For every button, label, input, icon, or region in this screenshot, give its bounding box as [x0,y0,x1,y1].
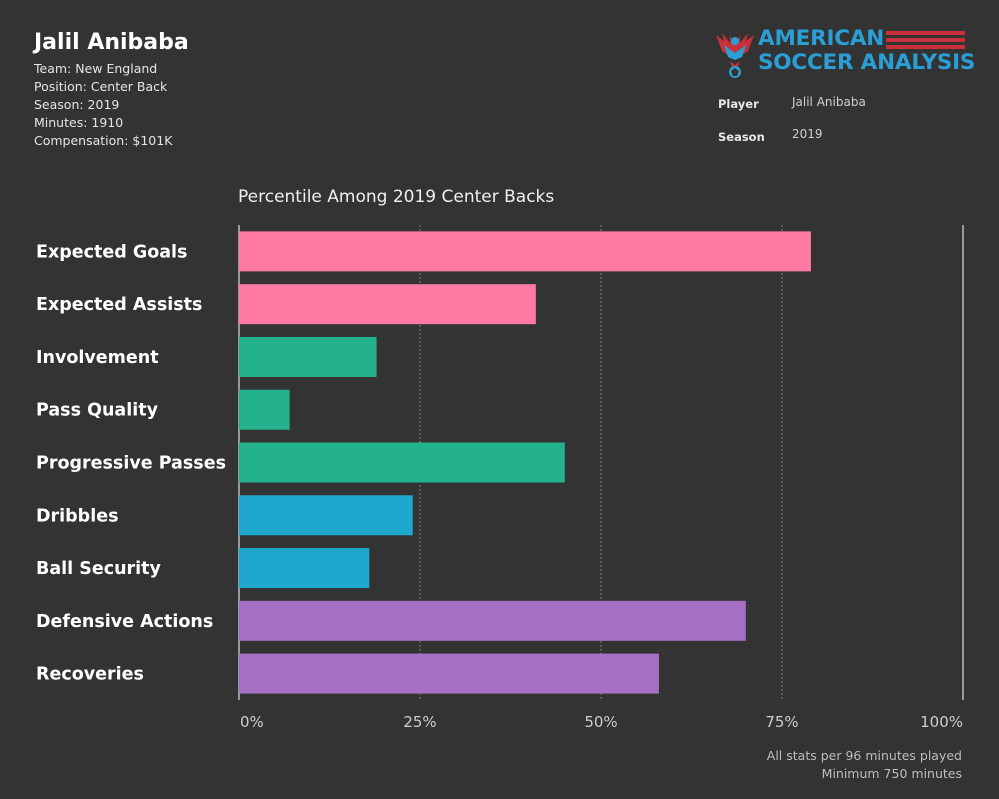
category-label: Dribbles [36,506,119,526]
stripes-icon [886,31,965,49]
footnote-line-2: Minimum 750 minutes [821,766,962,781]
season-info: Season: 2019 [34,97,120,112]
logo-wordmark: AMERICAN SOCCER ANALYSIS [758,27,975,75]
category-label: Expected Goals [36,242,187,262]
bar [239,231,811,272]
x-tick-label: 50% [584,713,617,731]
position-info: Position: Center Back [34,79,168,94]
category-label: Ball Security [36,559,162,579]
bar [239,653,659,694]
category-label: Progressive Passes [36,454,226,474]
bar [239,600,746,641]
bar [239,284,536,325]
x-tick-label: 25% [403,713,436,731]
player-info: Team: New England Position: Center Back … [34,60,172,150]
asa-logo: AMERICAN SOCCER ANALYSIS [714,27,975,79]
eagle-icon [716,33,754,78]
season-filter-value[interactable]: 2019 [792,127,823,141]
category-label: Defensive Actions [36,612,213,632]
season-filter-label: Season [718,130,765,144]
logo-line-1: AMERICAN [758,26,885,51]
x-tick-label: 75% [765,713,798,731]
player-filter-label: Player [718,97,759,111]
minutes-info: Minutes: 1910 [34,115,124,130]
bar [239,495,413,536]
bar [239,548,370,589]
x-tick-label: 0% [240,713,264,731]
category-label: Pass Quality [36,401,159,421]
footnote: All stats per 96 minutes played Minimum … [767,747,962,783]
player-filter-value[interactable]: Jalil Anibaba [792,95,866,109]
chart-title: Percentile Among 2019 Center Backs [238,187,555,207]
logo-line-2: SOCCER ANALYSIS [758,50,976,75]
category-label: Recoveries [36,665,144,685]
bar [239,442,565,483]
team-info: Team: New England [34,61,158,76]
bar [239,389,290,430]
category-label: Involvement [36,348,159,368]
compensation-info: Compensation: $101K [34,133,173,148]
bar [239,336,377,377]
x-tick-label: 100% [920,713,963,731]
category-label: Expected Assists [36,295,202,315]
player-name: Jalil Anibaba [34,30,189,55]
footnote-line-1: All stats per 96 minutes played [766,748,962,763]
